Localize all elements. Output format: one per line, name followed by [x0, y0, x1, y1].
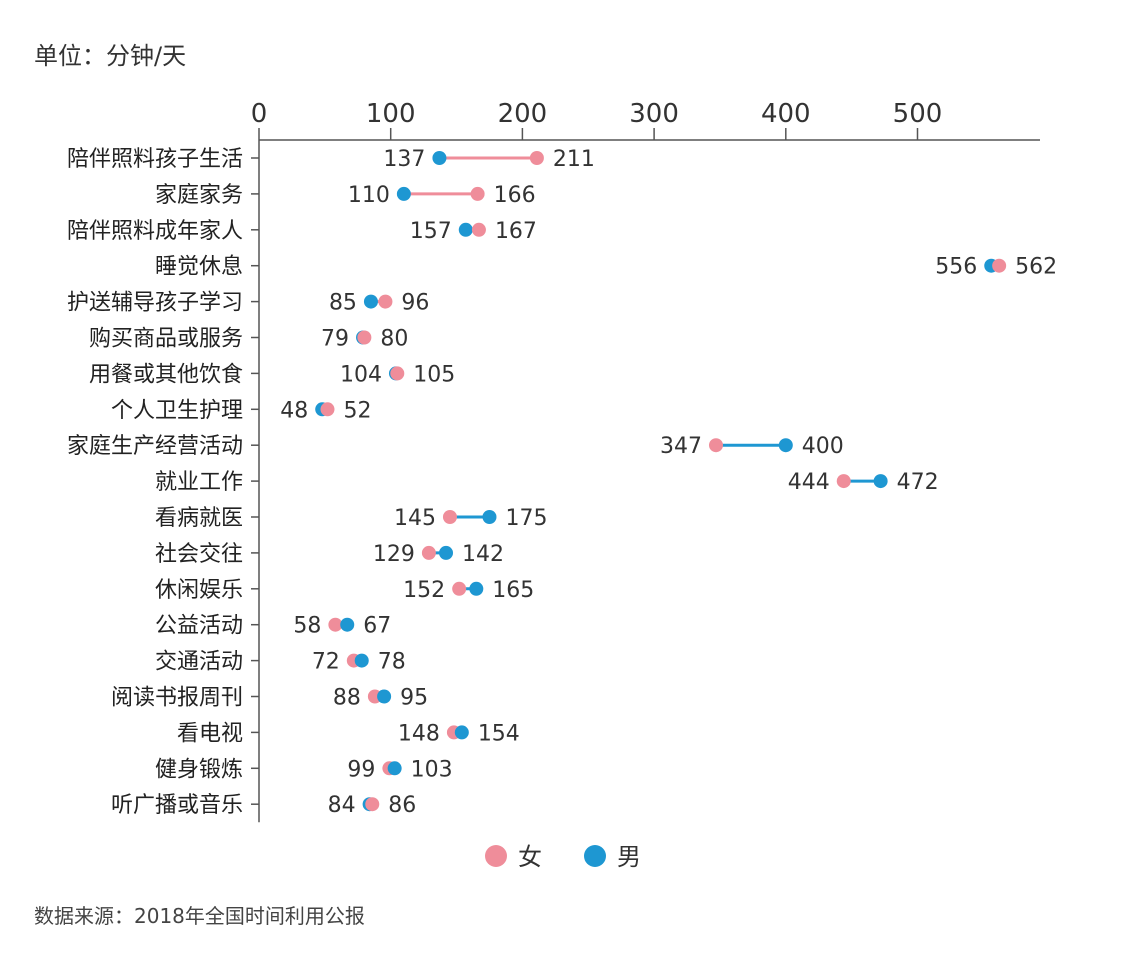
value-label-low: 152: [403, 578, 445, 603]
unit-label: 单位：分钟/天: [34, 42, 187, 70]
category-label: 护送辅导孩子学习: [67, 291, 243, 316]
female-dot: [365, 797, 380, 812]
category-label: 看病就医: [155, 506, 243, 531]
female-dot: [442, 510, 457, 524]
value-label-high: 175: [505, 506, 547, 531]
legend-male-label: 男: [617, 843, 641, 871]
male-dot: [432, 151, 447, 165]
category-label: 睡觉休息: [155, 255, 243, 280]
male-dot: [454, 725, 469, 740]
value-label-low: 157: [410, 219, 452, 244]
category-label: 交通活动: [155, 650, 243, 675]
value-label-low: 129: [373, 542, 415, 567]
category-label: 陪伴照料孩子生活: [67, 147, 243, 172]
value-label-high: 78: [378, 650, 406, 675]
category-label: 个人卫生护理: [111, 398, 243, 423]
value-label-low: 347: [660, 434, 702, 459]
value-label-low: 148: [398, 721, 440, 746]
source-label: 数据来源：2018年全国时间利用公报: [34, 904, 365, 928]
female-dot: [390, 366, 405, 381]
value-label-high: 472: [897, 470, 939, 495]
value-label-high: 562: [1015, 255, 1057, 280]
value-label-high: 105: [413, 362, 455, 387]
category-label: 用餐或其他饮食: [89, 362, 243, 387]
category-label: 购买商品或服务: [89, 327, 243, 352]
male-dot: [458, 222, 473, 237]
x-tick-label: 500: [893, 99, 943, 129]
female-dot: [421, 545, 436, 560]
value-label-low: 79: [321, 327, 349, 352]
category-label: 健身锻炼: [155, 757, 243, 782]
value-label-high: 400: [802, 434, 844, 459]
legend-male-dot: [584, 845, 606, 867]
x-tick-label: 400: [761, 99, 811, 129]
male-dot: [469, 581, 484, 596]
value-label-high: 67: [363, 614, 391, 639]
female-dot: [378, 294, 393, 309]
male-dot: [363, 294, 378, 309]
male-dot: [482, 510, 497, 524]
male-dot: [439, 545, 454, 560]
value-label-low: 110: [348, 183, 390, 208]
value-label-low: 104: [340, 362, 382, 387]
x-tick-label: 0: [251, 99, 268, 129]
female-dot: [836, 474, 851, 489]
x-tick-label: 300: [629, 99, 679, 129]
value-label-low: 84: [328, 793, 356, 818]
category-label: 听广播或音乐: [111, 793, 243, 818]
female-dot: [529, 151, 544, 165]
male-dot: [377, 689, 392, 704]
value-label-low: 48: [280, 398, 308, 423]
value-label-low: 444: [788, 470, 830, 495]
value-label-high: 166: [494, 183, 536, 208]
category-label: 阅读书报周刊: [111, 686, 243, 711]
value-label-low: 72: [312, 650, 340, 675]
value-label-low: 145: [394, 506, 436, 531]
category-label: 社会交往: [155, 542, 243, 567]
legend-female-label: 女: [518, 843, 542, 871]
female-dot: [708, 438, 723, 453]
male-dot: [778, 438, 793, 453]
category-label: 公益活动: [155, 614, 243, 639]
value-label-high: 167: [495, 219, 537, 244]
female-dot: [328, 617, 343, 632]
female-dot: [320, 402, 335, 417]
value-label-high: 96: [401, 291, 429, 316]
category-label: 休闲娱乐: [155, 578, 243, 603]
category-label: 就业工作: [155, 470, 243, 495]
female-dot: [471, 222, 486, 237]
x-tick-label: 100: [366, 99, 416, 129]
male-dot: [340, 617, 355, 632]
value-label-high: 103: [411, 757, 453, 782]
value-label-low: 58: [293, 614, 321, 639]
value-label-high: 211: [553, 147, 595, 172]
male-dot: [873, 474, 888, 489]
value-label-high: 86: [388, 793, 416, 818]
male-dot: [387, 761, 402, 776]
category-label: 家庭生产经营活动: [67, 434, 243, 459]
value-label-high: 95: [400, 686, 428, 711]
value-label-low: 85: [329, 291, 357, 316]
value-label-high: 142: [462, 542, 504, 567]
value-label-high: 80: [380, 327, 408, 352]
value-label-high: 154: [478, 721, 520, 746]
value-label-low: 137: [383, 147, 425, 172]
value-label-high: 52: [343, 398, 371, 423]
female-dot: [470, 186, 485, 201]
category-label: 陪伴照料成年家人: [67, 219, 243, 244]
value-label-low: 556: [935, 255, 977, 280]
value-label-high: 165: [492, 578, 534, 603]
female-dot: [452, 581, 467, 596]
value-label-low: 88: [333, 686, 361, 711]
female-dot: [992, 258, 1007, 273]
female-dot: [357, 330, 372, 345]
legend-female-dot: [485, 845, 507, 867]
male-dot: [396, 186, 411, 201]
category-label: 家庭家务: [155, 183, 243, 208]
male-dot: [354, 653, 369, 668]
value-label-low: 99: [347, 757, 375, 782]
x-tick-label: 200: [498, 99, 548, 129]
category-label: 看电视: [177, 721, 243, 746]
